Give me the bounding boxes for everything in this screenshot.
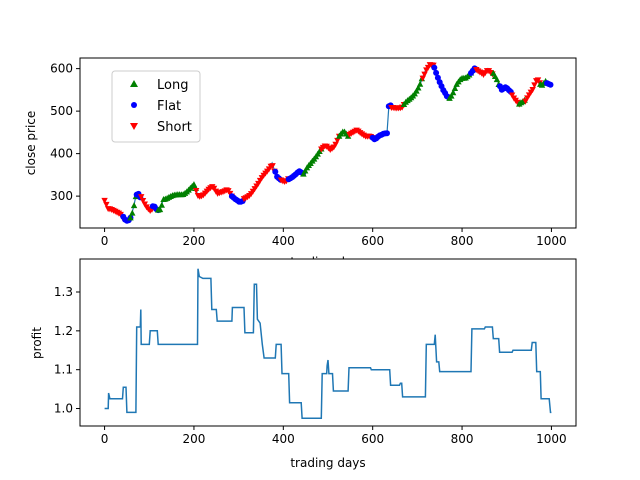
long-point bbox=[158, 201, 165, 208]
x-tick-label: 400 bbox=[272, 234, 295, 248]
price-y-ticks: 300 400 500 600 bbox=[50, 62, 80, 203]
short-point bbox=[421, 71, 428, 78]
flat-point bbox=[431, 64, 438, 71]
price-y-axis-label: close price bbox=[24, 111, 38, 176]
y-tick-label: 600 bbox=[50, 62, 73, 76]
profit-y-ticks: 1.0 1.1 1.2 1.3 bbox=[54, 285, 80, 416]
y-tick-label: 1.0 bbox=[54, 402, 73, 416]
x-tick-label: 1000 bbox=[536, 432, 567, 446]
legend: Long Flat Short bbox=[111, 70, 201, 143]
x-tick-label: 0 bbox=[101, 432, 109, 446]
long-point bbox=[413, 87, 420, 94]
profit-chart: 0 200 400 600 800 1000 1.0 1.1 1.2 1.3 trading d… bbox=[30, 258, 577, 470]
x-tick-label: 200 bbox=[182, 432, 205, 446]
legend-flat-label: Flat bbox=[157, 99, 181, 114]
profit-axes-frame bbox=[79, 258, 577, 427]
x-tick-label: 200 bbox=[182, 234, 205, 248]
flat-point bbox=[384, 130, 390, 137]
legend-long-marker bbox=[130, 80, 138, 87]
price-axes-frame bbox=[79, 57, 577, 229]
y-tick-label: 1.2 bbox=[54, 324, 73, 338]
profit-line bbox=[104, 268, 552, 419]
x-tick-label: 0 bbox=[101, 234, 109, 248]
y-tick-label: 500 bbox=[50, 104, 73, 118]
flat-point bbox=[433, 69, 440, 76]
profit-plot-area bbox=[80, 259, 576, 426]
profit-y-axis-label: profit bbox=[30, 327, 44, 359]
long-point bbox=[451, 84, 459, 91]
legend-short-label: Short bbox=[157, 120, 192, 135]
long-point bbox=[493, 76, 501, 83]
y-tick-label: 400 bbox=[50, 147, 73, 161]
x-tick-label: 800 bbox=[451, 432, 474, 446]
y-tick-label: 1.1 bbox=[54, 363, 73, 377]
profit-x-axis-label: trading days bbox=[290, 456, 365, 470]
short-point bbox=[101, 197, 108, 204]
short-point bbox=[531, 82, 538, 89]
price-x-ticks: 0 200 400 600 800 1000 bbox=[101, 228, 567, 248]
long-point bbox=[302, 167, 309, 174]
y-tick-label: 300 bbox=[50, 189, 73, 203]
profit-marks bbox=[104, 268, 552, 419]
long-point bbox=[156, 206, 164, 213]
x-tick-label: 400 bbox=[272, 432, 295, 446]
flat-point bbox=[272, 168, 279, 175]
x-tick-label: 800 bbox=[451, 234, 474, 248]
long-point bbox=[300, 170, 307, 177]
short-point bbox=[103, 201, 110, 208]
short-point bbox=[192, 188, 200, 195]
long-point bbox=[130, 202, 138, 209]
y-tick-label: 1.3 bbox=[54, 285, 73, 299]
legend-long-label: Long bbox=[157, 78, 188, 93]
long-point bbox=[448, 92, 455, 99]
x-tick-label: 600 bbox=[361, 432, 384, 446]
long-point bbox=[416, 80, 424, 87]
x-tick-label: 1000 bbox=[536, 234, 567, 248]
price-marks bbox=[101, 62, 554, 224]
x-tick-label: 600 bbox=[361, 234, 384, 248]
short-point bbox=[269, 163, 276, 170]
long-point bbox=[415, 84, 422, 91]
short-point bbox=[138, 194, 145, 201]
long-point bbox=[127, 214, 134, 221]
short-point bbox=[139, 198, 147, 205]
legend-short-marker bbox=[130, 123, 138, 130]
legend-flat-marker bbox=[131, 102, 137, 108]
flat-point bbox=[547, 81, 554, 88]
long-point bbox=[449, 89, 457, 96]
profit-x-ticks: 0 200 400 600 800 1000 bbox=[101, 426, 567, 446]
short-point bbox=[529, 87, 536, 94]
long-point bbox=[129, 209, 136, 216]
